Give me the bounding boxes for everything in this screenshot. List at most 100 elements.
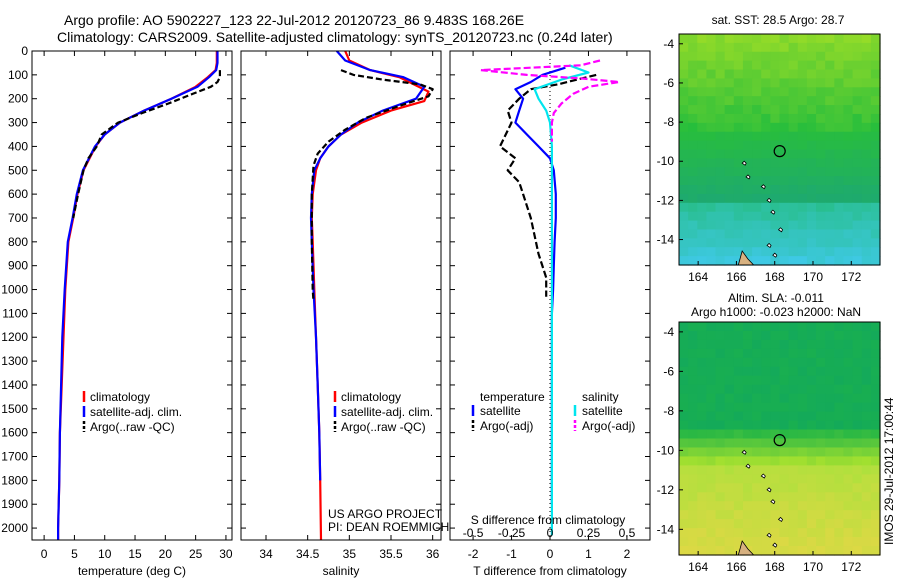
sla-map-cell [724,510,735,520]
sst-map-cell [806,34,817,44]
island-shape [770,499,776,505]
sla-map-cell [806,366,817,377]
sst-map-cell [688,202,698,213]
sla-map-cell [752,528,762,538]
sst-map-cell [706,42,717,53]
island-shape [772,542,778,548]
island-shape [766,532,772,538]
sst-map-cell [679,87,689,97]
sst-map-cell [688,220,698,231]
sla-map-ytick-label: -12 [657,483,675,497]
sla-map-cell [706,546,717,556]
sla-map-cell [816,501,826,511]
sst-map-cell [806,193,817,204]
sst-map-cell [779,60,790,71]
sla-map-cell [770,492,781,502]
sla-map-cell [742,492,753,502]
sla-map-cell [861,402,872,413]
sst-map-cell [715,176,726,186]
sst-map-cell [797,96,808,106]
sla-map-cell [742,438,753,449]
sla-map-cell [697,393,708,404]
sla-map-cell [834,429,845,440]
sla-map-cell [742,465,753,475]
sst-map-cell [752,220,762,231]
sla-map-cell [752,474,762,484]
sla-map-cell [724,465,735,475]
sla-map-cell [816,537,826,547]
sst-map-cell [834,220,845,231]
sla-map-cell [806,519,817,529]
difference-legend-header-salinity: salinity [582,390,619,404]
sst-map-cell [816,42,826,53]
sla-map-cell [825,546,835,556]
sst-map-cell [870,34,881,44]
sla-map-cell [870,322,881,332]
sst-map-cell [861,185,872,195]
sst-map-cell [861,211,872,222]
sla-map-cell [688,384,698,395]
sla-map-cell [742,510,753,520]
sla-map-cell [679,537,689,547]
sla-map-cell [742,447,753,458]
sla-map-cell [825,474,835,484]
sla-map-cell [752,537,762,547]
sst-map-cell [843,167,854,177]
sla-map-cell [834,501,845,511]
sla-map-cell [825,447,835,458]
sst-map-cell [752,185,762,195]
sst-map-cell [733,211,744,222]
sst-map-cell [724,247,735,257]
sla-map-cell [806,330,817,341]
sla-map-cell [852,528,863,538]
sla-map-cell [688,537,698,547]
sla-map-cell [752,411,762,422]
sst-map-cell [797,247,808,257]
sla-map-cell [688,366,698,377]
sst-map-cell [816,202,826,213]
sla-map-cell [715,411,726,422]
sst-map-cell [797,34,808,44]
sst-map-cell [706,202,717,213]
sst-map-cell [843,238,854,248]
sst-map-cell [742,51,753,62]
sla-map-cell [852,429,863,440]
sst-map-cell [788,140,799,151]
sla-map-cell [816,402,826,413]
sst-map-cell [688,238,698,248]
sla-map-cell [797,447,808,458]
sst-map-cell [752,34,762,44]
sla-map-cell [761,330,771,341]
sla-map-cell [806,483,817,493]
sst-map-cell [761,51,771,62]
sst-map-cell [797,105,808,115]
sla-map-cell [816,330,826,341]
salinity-legend-label: climatology [341,390,401,404]
island-shape [760,473,766,479]
sst-map-cell [679,131,689,142]
sla-map-cell [852,348,863,359]
sst-map-cell [825,34,835,44]
sst-map-cell [797,51,808,62]
sst-map-cell [788,113,799,124]
sla-map-cell [816,492,826,502]
sst-map-cell [816,167,826,177]
sst-map-cell [679,96,689,106]
sst-map-cell [852,140,863,151]
sla-map-cell [843,366,854,377]
temperature-series-1 [56,51,219,540]
sst-map-cell [697,51,708,62]
sla-map-cell [816,456,826,466]
sst-map-cell [724,42,735,53]
sst-map-cell [761,131,771,142]
sla-map-cell [761,357,771,368]
sst-map-cell [688,247,698,257]
sla-map-cell [733,402,744,413]
sst-map-cell [770,87,781,97]
sst-map-cell [724,113,735,124]
sla-map-cell [788,322,799,332]
sst-map-cell [688,60,698,71]
sst-map-cell [752,131,762,142]
salinity-xtick-label: 34 [259,547,273,561]
sst-map-cell [861,96,872,106]
